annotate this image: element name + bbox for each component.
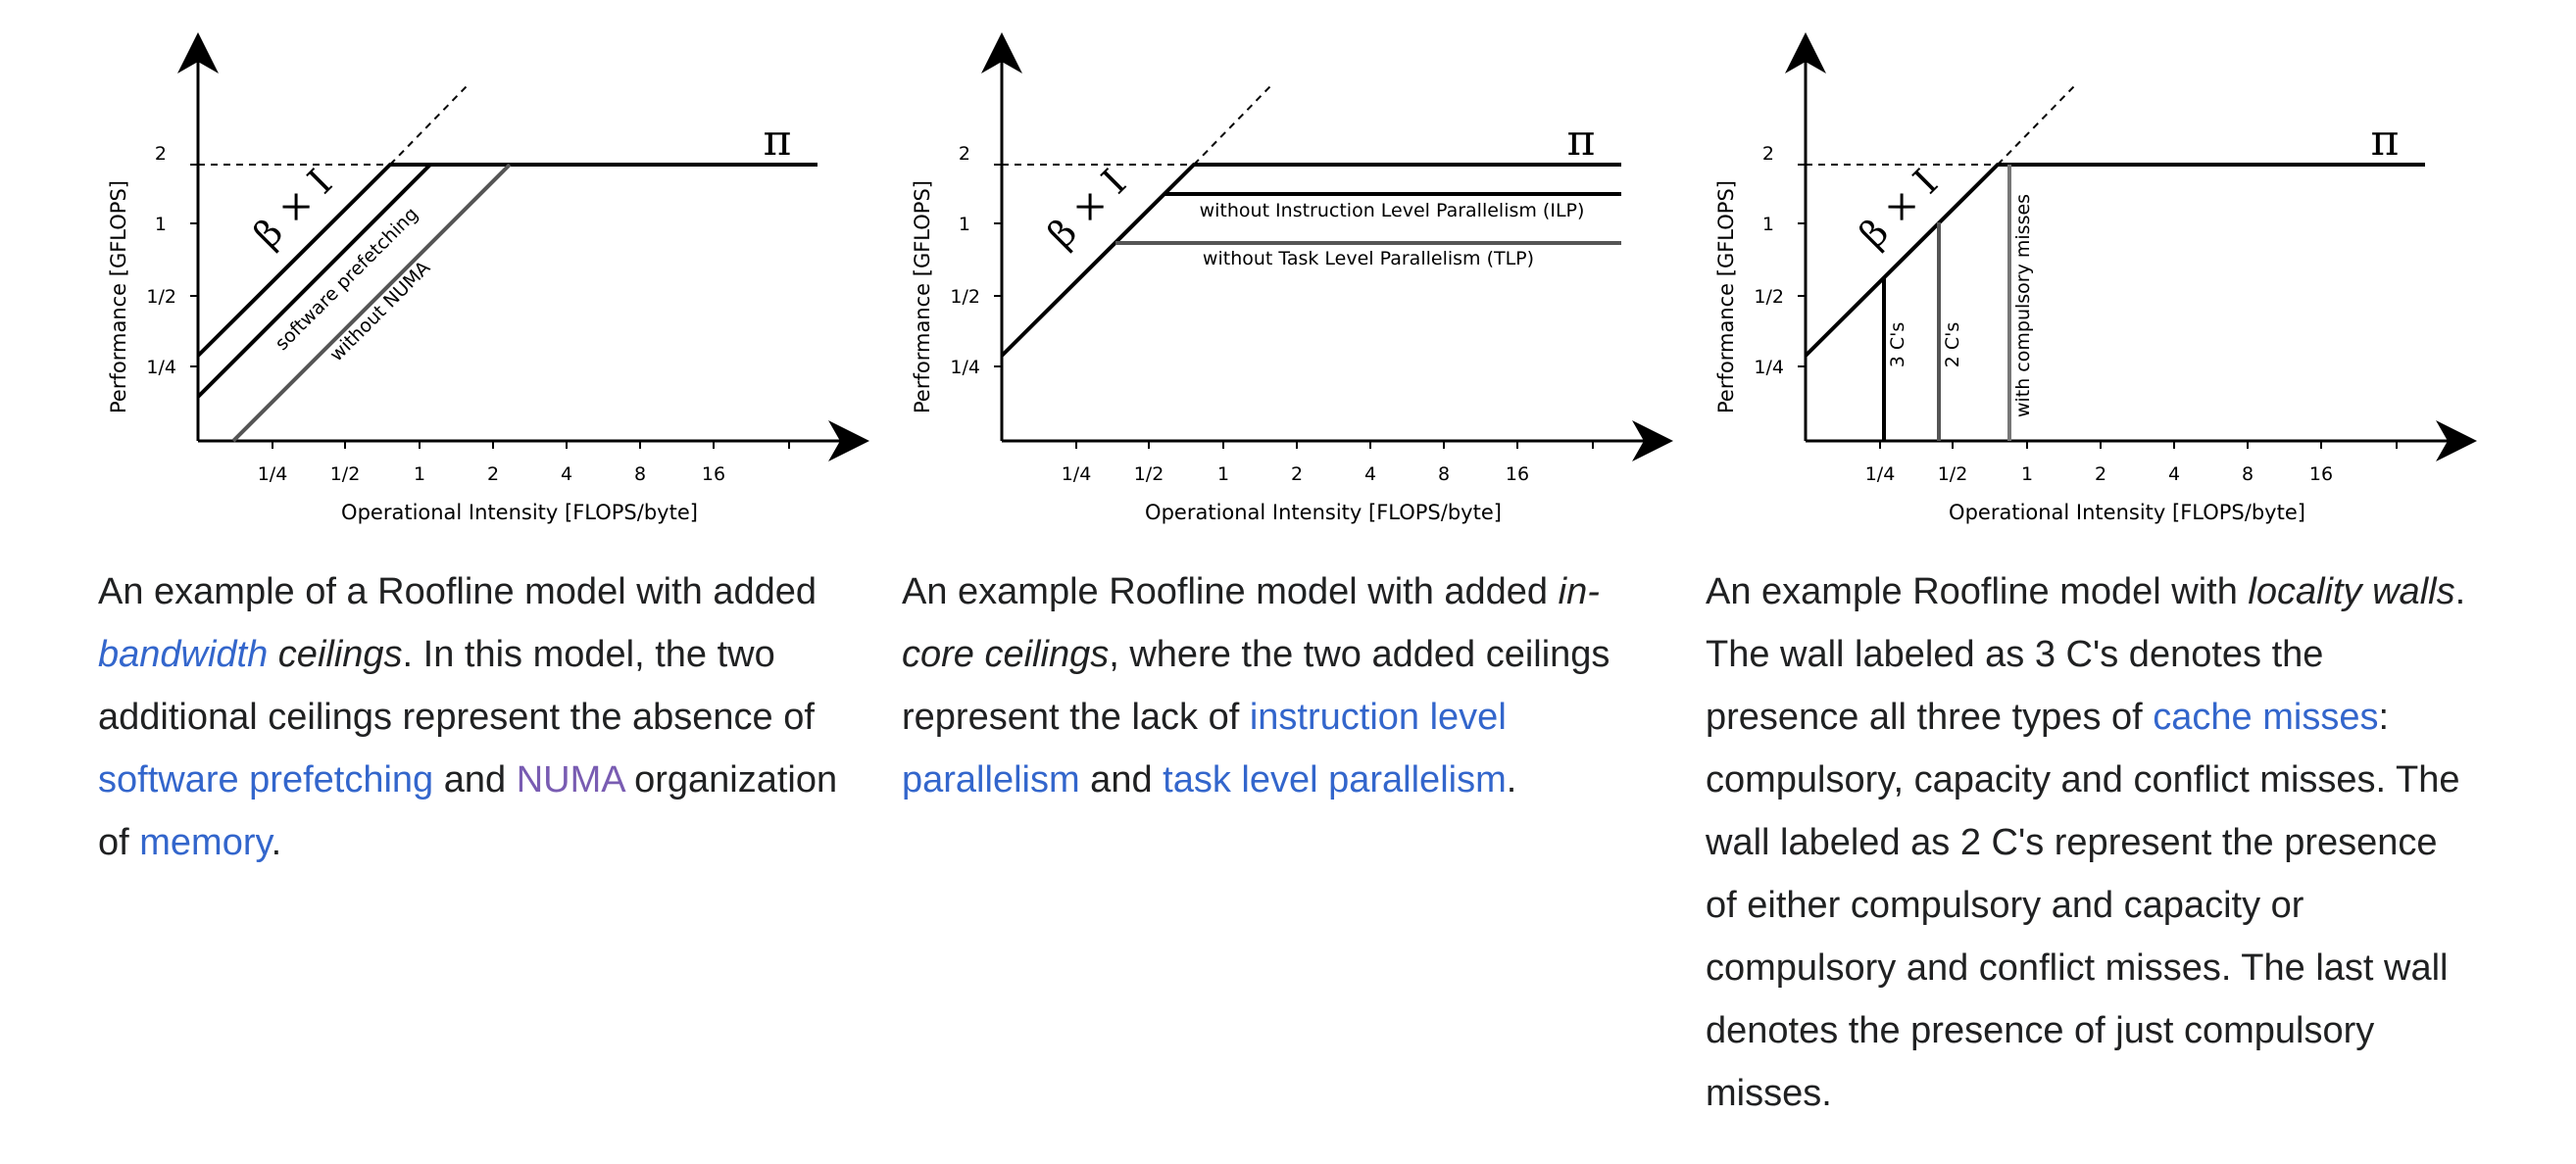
slope-dashed-extension xyxy=(1997,85,2075,166)
wall-label-compulsory: with compulsory misses xyxy=(2012,194,2034,417)
y-tick-label: 1 xyxy=(959,214,970,235)
link-numa[interactable]: NUMA xyxy=(516,759,624,800)
y-tick-label: 1/2 xyxy=(1754,286,1784,308)
y-tick-label: 1/4 xyxy=(1754,357,1784,378)
x-tick-label: 16 xyxy=(1506,463,1529,485)
roofline xyxy=(1000,163,1621,358)
caption-emphasis: in-core ceilings xyxy=(902,571,1600,675)
y-axis-label: Performance [GFLOPS] xyxy=(911,180,934,413)
y-axis-label: Performance [GFLOPS] xyxy=(1714,180,1738,413)
x-tick-label: 1/2 xyxy=(1134,463,1164,485)
figure-incore-ceilings: 2 1 1/2 1/4 1/4 1/2 1 2 4 8 16 Operation… xyxy=(902,0,1706,549)
x-tick-label: 1/4 xyxy=(1062,463,1092,485)
link-memory[interactable]: memory xyxy=(139,822,272,863)
x-tick-label: 8 xyxy=(1438,463,1450,485)
x-tick-label: 1/4 xyxy=(1865,463,1896,485)
y-tick-label: 2 xyxy=(959,143,970,165)
x-tick-label: 2 xyxy=(1291,463,1303,485)
ceiling-software-prefetching xyxy=(196,163,432,399)
slope-label: β × I xyxy=(245,161,340,256)
x-tick-label: 1 xyxy=(2021,463,2033,485)
x-tick-label: 4 xyxy=(1364,463,1376,485)
ceiling-label-without-ilp: without Instruction Level Parallelism (I… xyxy=(1200,200,1585,221)
x-tick-label: 4 xyxy=(2168,463,2180,485)
x-tick-label: 1 xyxy=(1217,463,1229,485)
caption-text: and xyxy=(1079,759,1164,800)
slope-label: β × I xyxy=(1851,161,1946,256)
y-tick-label: 1 xyxy=(155,214,167,235)
y-axis-label: Performance [GFLOPS] xyxy=(107,180,130,413)
x-tick-label: 16 xyxy=(2309,463,2333,485)
x-tick-label: 16 xyxy=(702,463,725,485)
roof-label-pi: π xyxy=(1567,116,1596,166)
ceiling-without-numa xyxy=(231,163,512,443)
caption-text: . xyxy=(1506,759,1517,800)
x-axis-label: Operational Intensity [FLOPS/byte] xyxy=(341,501,698,524)
roofline xyxy=(1804,163,2425,358)
wall-label-2cs: 2 C's xyxy=(1942,322,1963,368)
x-tick-label: 1/4 xyxy=(258,463,288,485)
caption-text: ceilings xyxy=(268,634,403,675)
x-tick-label: 1/2 xyxy=(330,463,361,485)
link-instruction-level-parallelism[interactable]: instruction level parallelism xyxy=(902,697,1507,800)
wall-label-3cs: 3 C's xyxy=(1887,322,1908,368)
caption-text: . xyxy=(271,822,282,863)
caption-text: An example Roofline model with xyxy=(1706,571,2249,612)
slope-dashed-extension xyxy=(389,85,468,166)
x-axis-label: Operational Intensity [FLOPS/byte] xyxy=(1949,501,2305,524)
caption-text: , where the two added ceilings represent… xyxy=(902,634,1610,738)
y-tick-label: 1/2 xyxy=(950,286,980,308)
link-bandwidth[interactable]: bandwidth xyxy=(98,634,269,675)
link-software-prefetching[interactable]: software prefetching xyxy=(98,759,434,800)
ceiling-label-without-tlp: without Task Level Parallelism (TLP) xyxy=(1203,248,1534,269)
caption-text: : compulsory, capacity and conflict miss… xyxy=(1706,697,2460,1114)
caption-text: organization of xyxy=(98,759,838,863)
x-tick-label: 1 xyxy=(414,463,425,485)
caption-text: An example Roofline model with added xyxy=(902,571,1559,612)
figure-locality-walls: 2 1 1/2 1/4 1/4 1/2 1 2 4 8 16 Operation… xyxy=(1706,0,2509,549)
caption-text: . The wall labeled as 3 C's denotes the … xyxy=(1706,571,2466,738)
caption-text: and xyxy=(433,759,517,800)
caption-incore-ceilings: An example Roofline model with added in-… xyxy=(902,560,1664,811)
roof-label-pi: π xyxy=(2371,116,2400,166)
x-tick-label: 8 xyxy=(2242,463,2254,485)
x-tick-label: 4 xyxy=(561,463,572,485)
y-tick-label: 1/2 xyxy=(146,286,176,308)
caption-text: An example of a Roofline model with adde… xyxy=(98,571,817,612)
caption-locality-walls: An example Roofline model with locality … xyxy=(1706,560,2468,1125)
x-tick-label: 2 xyxy=(487,463,499,485)
y-tick-label: 1/4 xyxy=(950,357,980,378)
slope-dashed-extension xyxy=(1193,85,1271,166)
link-cache-misses[interactable]: cache misses xyxy=(2153,697,2379,738)
y-tick-label: 2 xyxy=(155,143,167,165)
y-tick-label: 1/4 xyxy=(146,357,176,378)
y-tick-label: 2 xyxy=(1762,143,1774,165)
x-tick-label: 1/2 xyxy=(1938,463,1968,485)
roof-label-pi: π xyxy=(764,116,792,166)
x-tick-label: 8 xyxy=(634,463,646,485)
figure-bandwidth-ceilings: 2 1 1/2 1/4 1/4 1/2 1 2 4 8 16 Operation… xyxy=(98,0,902,549)
caption-bandwidth-ceilings: An example of a Roofline model with adde… xyxy=(98,560,861,874)
caption-text: . In this model, the two additional ceil… xyxy=(98,634,815,738)
caption-emphasis: locality walls xyxy=(2248,571,2455,612)
x-axis-label: Operational Intensity [FLOPS/byte] xyxy=(1145,501,1502,524)
link-task-level-parallelism[interactable]: task level parallelism xyxy=(1163,759,1507,800)
roofline xyxy=(196,163,817,358)
x-tick-label: 2 xyxy=(2095,463,2106,485)
y-tick-label: 1 xyxy=(1762,214,1774,235)
